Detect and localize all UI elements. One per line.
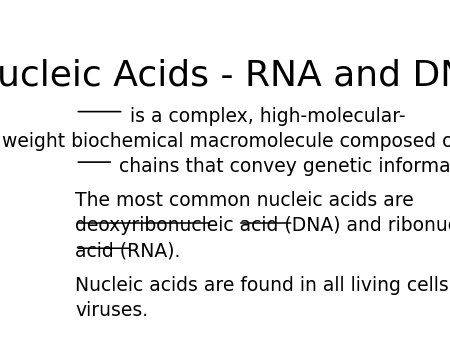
- Text: is a complex, high-molecular-: is a complex, high-molecular-: [124, 107, 405, 126]
- Text: acid (RNA).: acid (RNA).: [76, 242, 181, 261]
- Text: chains that convey genetic information.: chains that convey genetic information.: [113, 158, 450, 176]
- Text: The most common nucleic acids are: The most common nucleic acids are: [76, 191, 414, 210]
- Text: deoxyribonucleic acid (DNA) and ribonucleic: deoxyribonucleic acid (DNA) and ribonucl…: [76, 217, 450, 236]
- Text: Nucleic acids are found in all living cells and: Nucleic acids are found in all living ce…: [76, 275, 450, 295]
- Text: viruses.: viruses.: [76, 301, 148, 320]
- Text: Nucleic Acids - RNA and DNA: Nucleic Acids - RNA and DNA: [0, 59, 450, 93]
- Text: weight biochemical macromolecule composed of: weight biochemical macromolecule compose…: [2, 132, 450, 151]
